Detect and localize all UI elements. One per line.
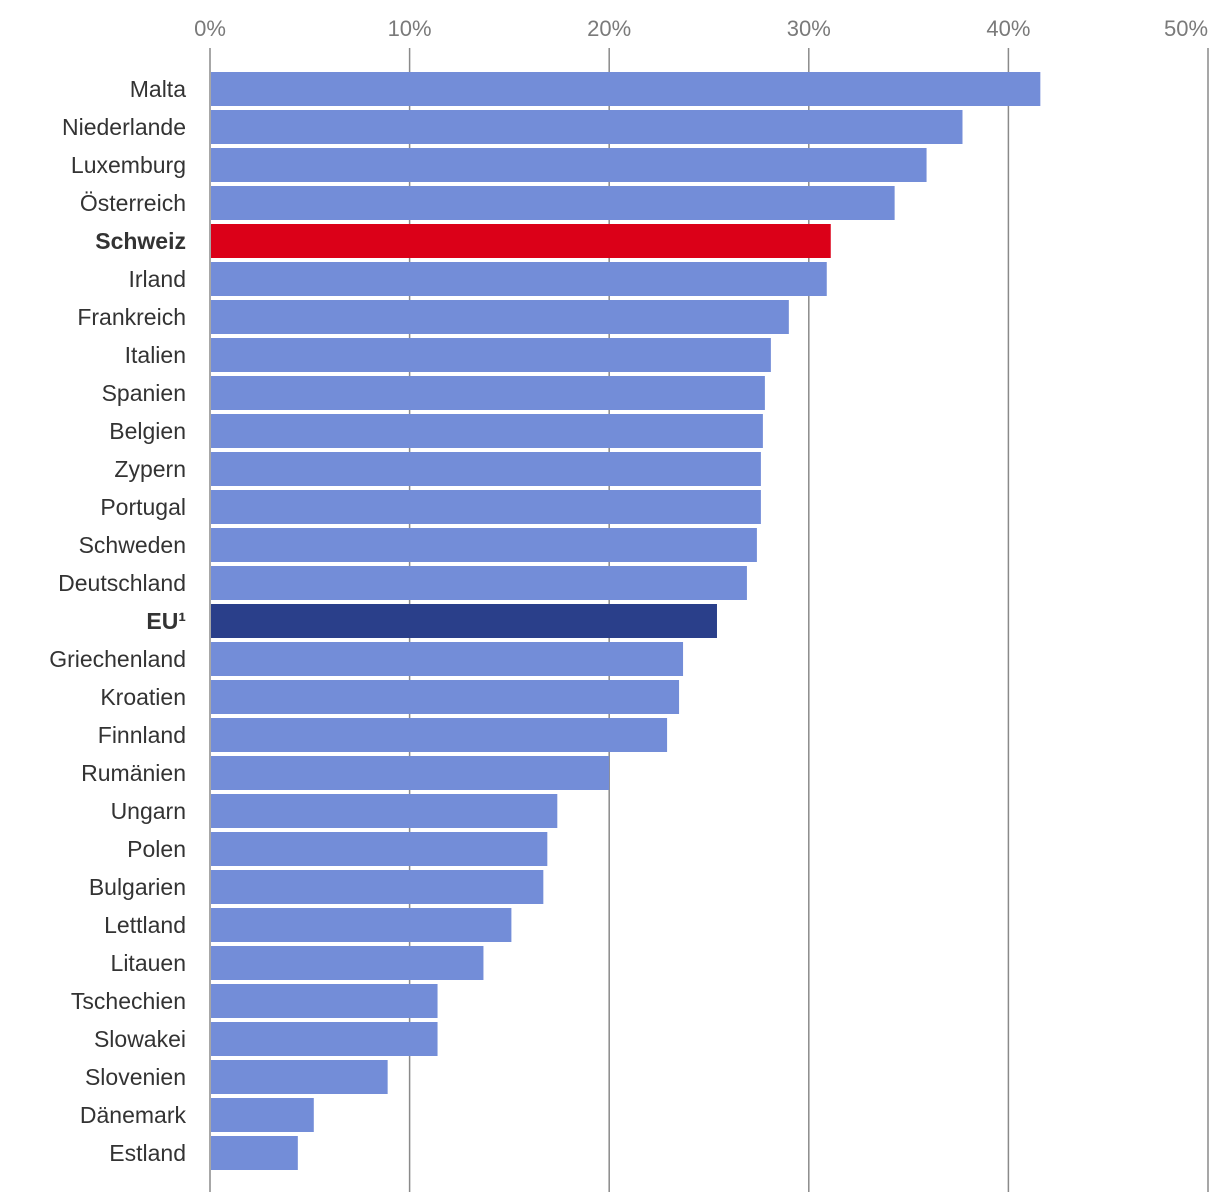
bar <box>211 1060 388 1094</box>
bar <box>211 414 763 448</box>
bar <box>211 452 761 486</box>
bar <box>211 300 789 334</box>
bar-layer <box>211 72 1041 1170</box>
bar <box>211 186 895 220</box>
bar <box>211 680 680 714</box>
category-label: Österreich <box>80 190 186 216</box>
category-label: Estland <box>109 1140 186 1166</box>
bar <box>211 72 1041 106</box>
category-label: Deutschland <box>58 570 186 596</box>
category-label: Slowakei <box>94 1026 186 1052</box>
category-label: Lettland <box>104 912 186 938</box>
category-label: Malta <box>130 76 186 102</box>
axis-layer: 0% 10% 20% 30% 40% 50% <box>194 16 1208 41</box>
category-label: Griechenland <box>49 646 186 672</box>
bar <box>211 224 831 258</box>
category-label: Finnland <box>98 722 186 748</box>
bar <box>211 908 512 942</box>
category-label: Litauen <box>111 950 186 976</box>
bar <box>211 110 963 144</box>
category-label: Schweden <box>79 532 186 558</box>
bar <box>211 604 717 638</box>
category-label: Tschechien <box>71 988 186 1014</box>
bar <box>211 832 548 866</box>
bar <box>211 756 610 790</box>
category-label: Kroatien <box>100 684 186 710</box>
category-label: Spanien <box>102 380 186 406</box>
category-label: Italien <box>125 342 186 368</box>
category-label: EU¹ <box>146 608 186 634</box>
x-tick-label: 0% <box>194 16 226 41</box>
bar <box>211 490 761 524</box>
bar <box>211 946 484 980</box>
bar <box>211 1022 438 1056</box>
category-label: Belgien <box>109 418 186 444</box>
x-tick-label: 40% <box>986 16 1030 41</box>
category-label: Portugal <box>100 494 186 520</box>
category-label: Ungarn <box>111 798 186 824</box>
category-label: Bulgarien <box>89 874 186 900</box>
x-tick-label: 50% <box>1164 16 1208 41</box>
category-label: Frankreich <box>77 304 186 330</box>
bar <box>211 642 684 676</box>
bar <box>211 528 757 562</box>
category-label: Dänemark <box>80 1102 187 1128</box>
category-label: Luxemburg <box>71 152 186 178</box>
bar <box>211 262 827 296</box>
category-label: Rumänien <box>81 760 186 786</box>
category-label: Slovenien <box>85 1064 186 1090</box>
bar <box>211 1098 314 1132</box>
bar <box>211 566 747 600</box>
category-label: Irland <box>128 266 186 292</box>
bar <box>211 1136 298 1170</box>
bar <box>211 794 558 828</box>
bar <box>211 870 544 904</box>
category-label: Niederlande <box>62 114 186 140</box>
category-label: Zypern <box>114 456 186 482</box>
x-tick-label: 20% <box>587 16 631 41</box>
bar <box>211 338 771 372</box>
category-label: Schweiz <box>95 228 186 254</box>
category-label: Polen <box>127 836 186 862</box>
bar <box>211 984 438 1018</box>
bar <box>211 148 927 182</box>
category-label-layer: Malta Niederlande Luxemburg Österreich Schwe… <box>49 76 186 1166</box>
bar <box>211 718 668 752</box>
bar <box>211 376 765 410</box>
x-tick-label: 10% <box>388 16 432 41</box>
x-tick-label: 30% <box>787 16 831 41</box>
